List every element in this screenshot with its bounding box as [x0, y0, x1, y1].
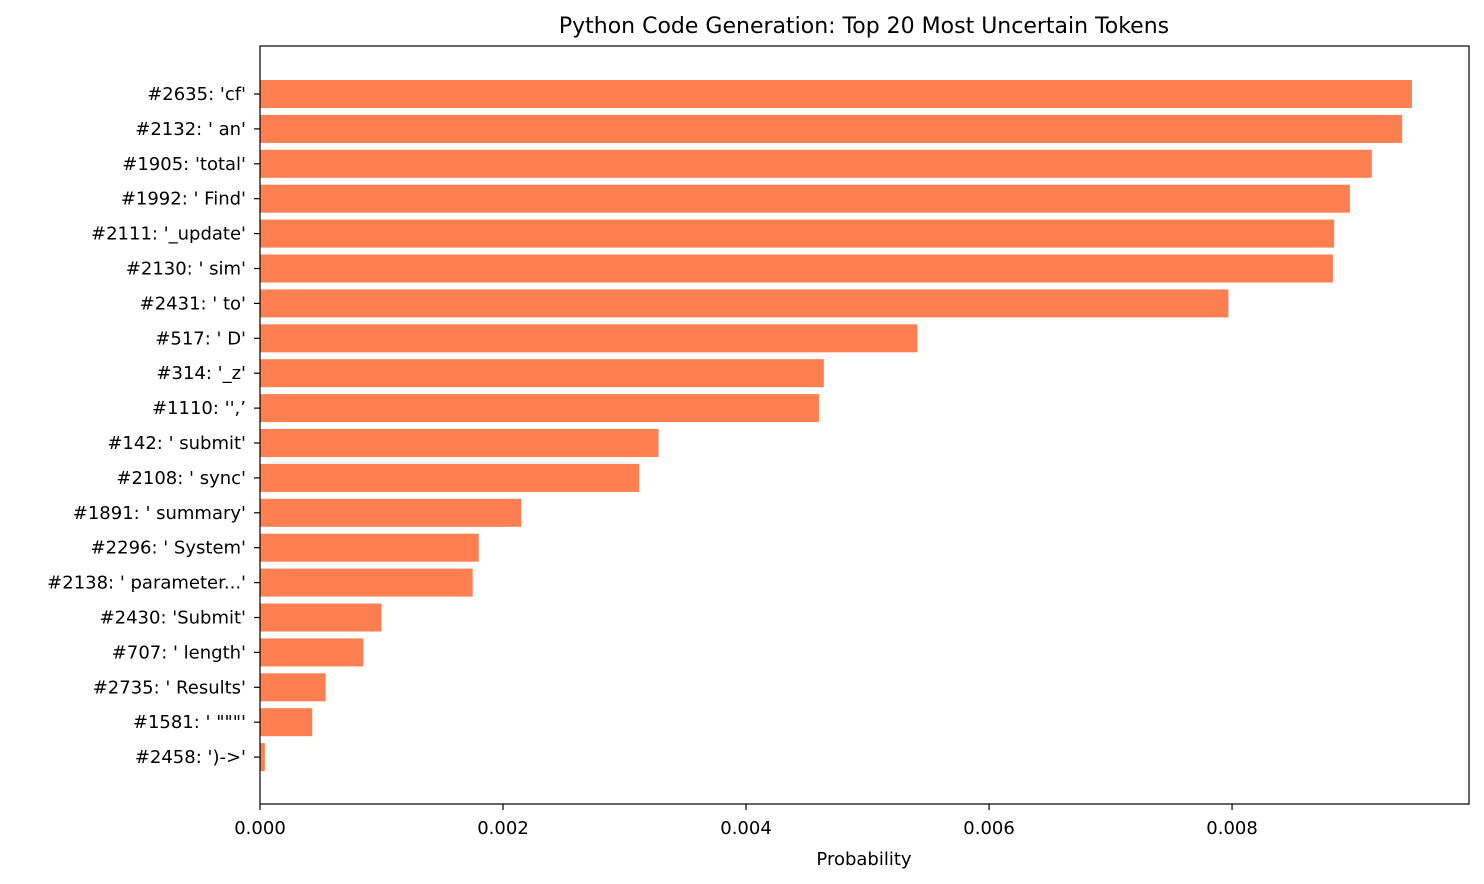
y-tick-label: #1581: ' """' [133, 712, 246, 733]
bar [260, 638, 364, 667]
y-tick-label: #2296: ' System' [91, 538, 246, 559]
y-tick-labels: #2635: 'cf' #2132: ' an' #1905: 'total' #19… [47, 84, 260, 768]
bar [260, 114, 1403, 143]
y-tick-label: #2431: ' to' [140, 293, 246, 314]
y-tick-label: #2430: 'Submit' [100, 608, 246, 629]
bar [260, 149, 1372, 178]
x-axis-label: Probability [816, 849, 911, 870]
bar [260, 289, 1229, 318]
y-tick-label: #142: ' submit' [107, 433, 246, 454]
y-tick-label: #2138: ' parameter...' [47, 573, 246, 594]
bars-group [260, 80, 1412, 772]
x-tick-label: 0.008 [1206, 818, 1258, 839]
y-tick-label: #1992: ' Find' [121, 189, 246, 210]
y-tick-label: #2130: ' sim' [126, 259, 246, 280]
bar [260, 184, 1350, 213]
y-tick-label: #1110: '',’ [152, 398, 246, 419]
bar [260, 463, 640, 492]
bar [260, 429, 659, 457]
bar [260, 254, 1333, 283]
y-tick-label: #1905: 'total' [122, 154, 246, 175]
x-tick-label: 0.000 [234, 818, 286, 839]
x-tick-label: 0.006 [963, 818, 1015, 839]
bar [260, 533, 479, 562]
y-tick-label: #2108: ' sync' [116, 468, 246, 489]
plot-frame [259, 45, 1470, 805]
x-ticks: 0.000 0.002 0.004 0.006 0.008 [234, 804, 1258, 839]
bar [260, 673, 326, 702]
y-tick-label: #2735: ' Results' [93, 677, 246, 698]
bar [260, 743, 265, 772]
bar [260, 80, 1412, 108]
bar [260, 568, 473, 597]
y-tick-label: #2635: 'cf' [147, 84, 246, 105]
y-tick-label: #517: ' D' [155, 328, 246, 349]
x-tick-label: 0.002 [477, 818, 529, 839]
y-tick-label: #2111: '_update' [91, 224, 246, 245]
y-tick-label: #1891: ' summary' [73, 503, 246, 524]
y-tick-label: #314: '_z' [156, 363, 246, 384]
bar [260, 219, 1335, 248]
bar [260, 359, 824, 388]
y-tick-label: #707: ' length' [112, 642, 246, 663]
bar [260, 394, 819, 423]
bar [260, 498, 522, 527]
y-tick-label: #2458: ')->' [135, 747, 246, 768]
bar [260, 324, 918, 353]
x-tick-label: 0.004 [720, 818, 772, 839]
chart-title: Python Code Generation: Top 20 Most Unce… [559, 14, 1169, 39]
bar [260, 603, 382, 632]
bar [260, 708, 313, 737]
y-tick-label: #2132: ' an' [135, 119, 246, 140]
